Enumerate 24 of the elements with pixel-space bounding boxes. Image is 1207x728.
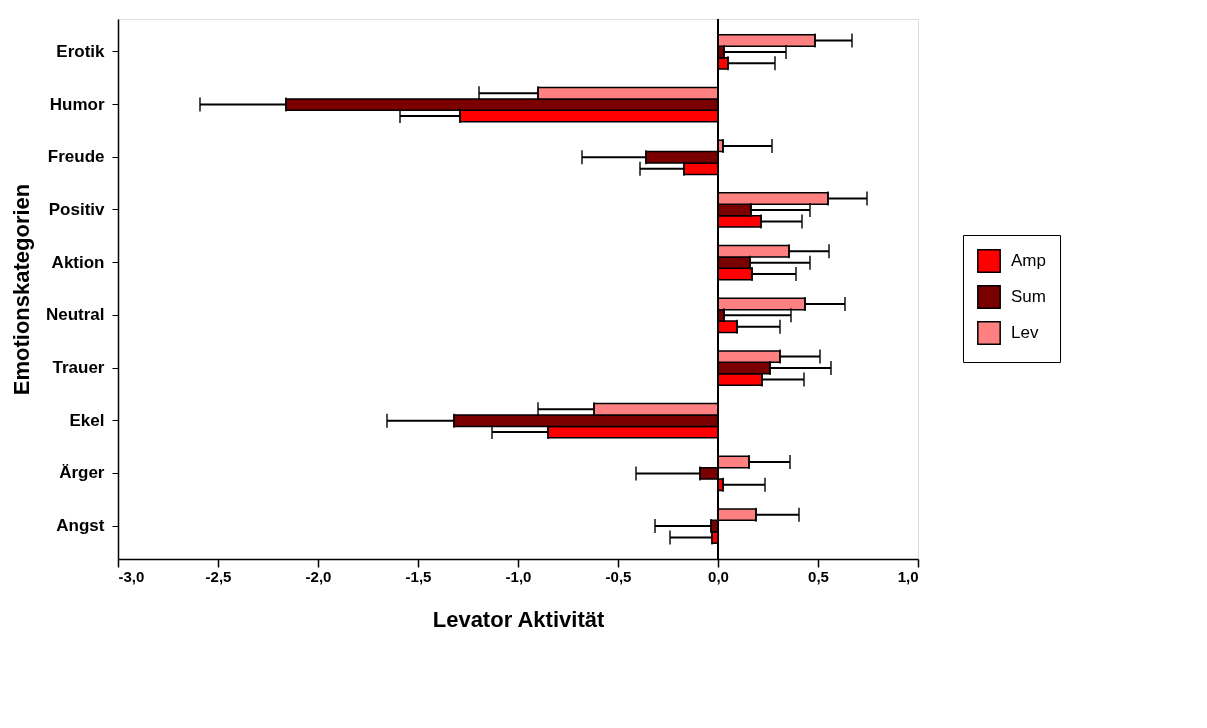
y-tick-label: Humor [49, 94, 105, 114]
x-tick-label: 0,5 [808, 567, 829, 585]
y-axis-title: Emotionskategorien [8, 183, 34, 396]
x-axis-title: Levator Aktivität [432, 606, 605, 632]
y-tick-label: Freude [47, 147, 105, 167]
x-tick-label: -1,0 [505, 567, 532, 585]
y-tick-label: Erotik [56, 41, 106, 61]
x-tick-label: -2,5 [205, 567, 232, 585]
y-tick-label: Neutral [45, 305, 105, 325]
y-tick-label: Trauer [52, 358, 105, 378]
x-tick-label: -3,0 [118, 567, 145, 585]
x-tick-label: -0,5 [605, 567, 632, 585]
x-tick-label: 1,0 [897, 567, 919, 585]
y-tick-label: Angst [56, 516, 105, 536]
y-tick-label: Positiv [48, 199, 106, 219]
legend-label: Sum [1011, 287, 1046, 306]
legend-label: Lev [1011, 323, 1039, 342]
y-tick-label: Ekel [69, 410, 105, 430]
x-tick-label: -1,5 [405, 567, 432, 585]
x-tick-label: 0,0 [708, 567, 729, 585]
legend-label: Amp [1011, 251, 1046, 270]
x-tick-label: -2,0 [305, 567, 332, 585]
y-tick-label: Ärger [59, 463, 105, 483]
y-tick-label: Aktion [51, 252, 105, 272]
